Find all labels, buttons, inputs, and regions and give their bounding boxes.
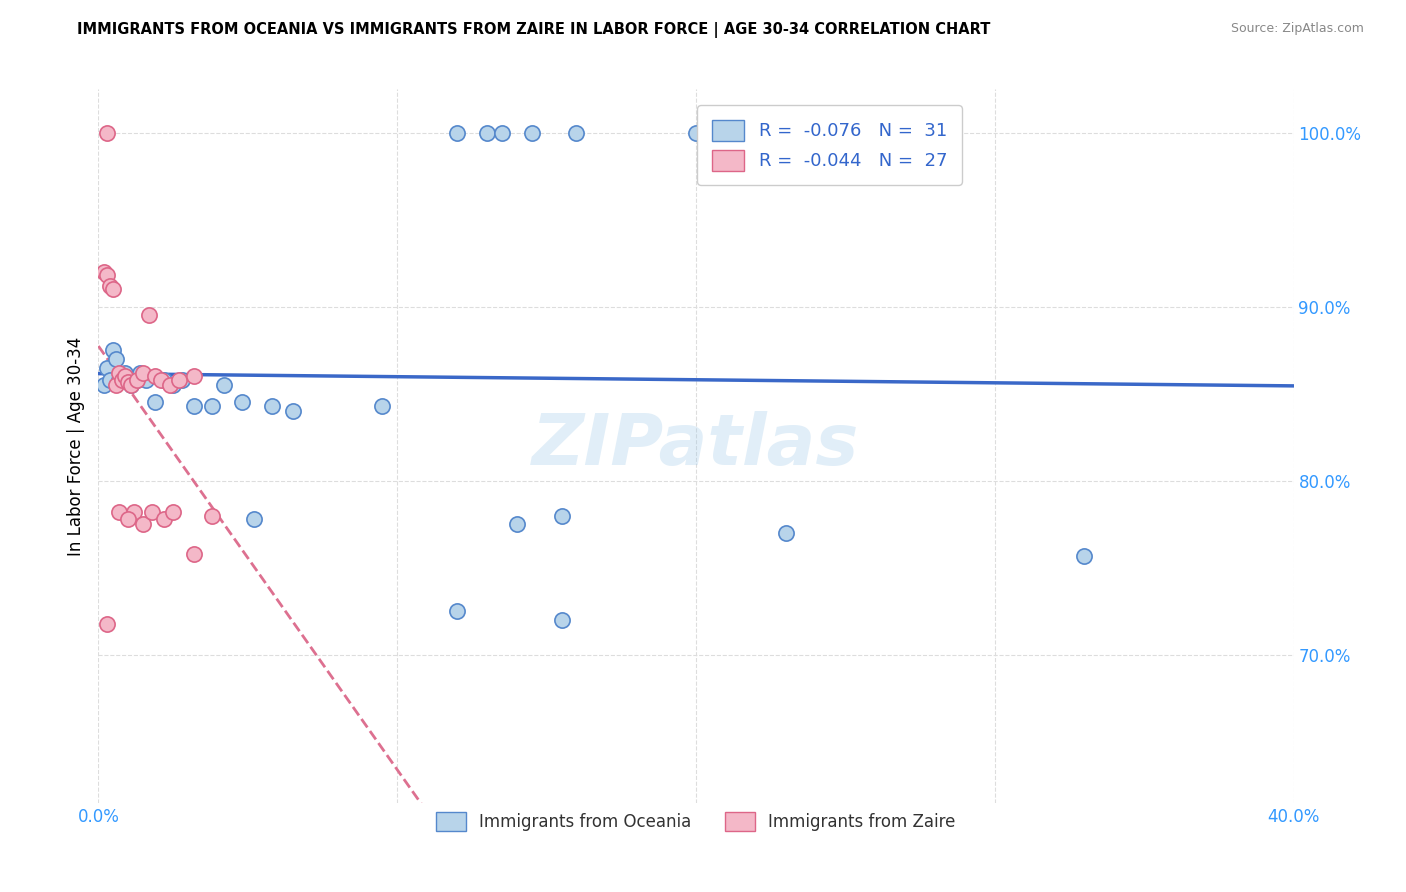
Point (243, 512, 266, 526)
Point (117, 512, 139, 526)
Point (153, 373, 176, 387)
Point (143, 369, 166, 384)
Point (93, 265, 115, 279)
Point (150, 373, 173, 387)
Point (114, 366, 136, 380)
Point (127, 373, 149, 387)
Point (96, 360, 118, 375)
Point (162, 505, 184, 519)
Text: IMMIGRANTS FROM OCEANIA VS IMMIGRANTS FROM ZAIRE IN LABOR FORCE | AGE 30-34 CORR: IMMIGRANTS FROM OCEANIA VS IMMIGRANTS FR… (77, 22, 991, 38)
Point (201, 508, 224, 523)
Legend: Immigrants from Oceania, Immigrants from Zaire: Immigrants from Oceania, Immigrants from… (423, 798, 969, 845)
Point (446, 126, 468, 140)
Point (111, 373, 134, 387)
Point (281, 404, 304, 418)
Point (135, 373, 157, 387)
Point (183, 369, 205, 384)
Point (212, 378, 235, 392)
Point (132, 517, 155, 532)
Point (103, 282, 125, 296)
Y-axis label: In Labor Force | Age 30-34: In Labor Force | Age 30-34 (66, 336, 84, 556)
Point (565, 126, 588, 140)
Point (491, 126, 513, 140)
Point (114, 369, 136, 384)
Point (124, 505, 146, 519)
Point (506, 517, 529, 532)
Point (117, 375, 139, 389)
Point (159, 378, 181, 392)
Point (108, 366, 131, 380)
Point (685, 126, 707, 140)
Text: ZIPatlas: ZIPatlas (533, 411, 859, 481)
Point (105, 378, 128, 392)
Point (96, 616, 118, 631)
Point (446, 604, 468, 618)
Point (183, 547, 205, 561)
Point (132, 366, 155, 380)
Point (162, 378, 184, 392)
Point (550, 508, 572, 523)
Point (260, 399, 283, 413)
Point (141, 505, 163, 519)
Point (1073, 549, 1095, 563)
Point (120, 378, 142, 392)
Point (103, 343, 125, 358)
Point (475, 126, 498, 140)
Point (138, 309, 160, 323)
Point (775, 526, 797, 541)
Point (129, 366, 152, 380)
Point (520, 126, 543, 140)
Point (108, 373, 131, 387)
Point (371, 399, 394, 413)
Point (98, 373, 122, 387)
Point (183, 399, 205, 413)
Point (231, 395, 253, 409)
Point (108, 505, 131, 519)
Point (93, 378, 115, 392)
Point (98, 278, 122, 293)
Point (167, 373, 190, 387)
Point (120, 378, 142, 392)
Point (105, 351, 128, 366)
Point (96, 268, 118, 283)
Point (96, 126, 118, 140)
Text: Source: ZipAtlas.com: Source: ZipAtlas.com (1230, 22, 1364, 36)
Point (201, 399, 224, 413)
Point (143, 395, 166, 409)
Point (127, 373, 149, 387)
Point (153, 512, 176, 526)
Point (172, 373, 194, 387)
Point (550, 613, 572, 627)
